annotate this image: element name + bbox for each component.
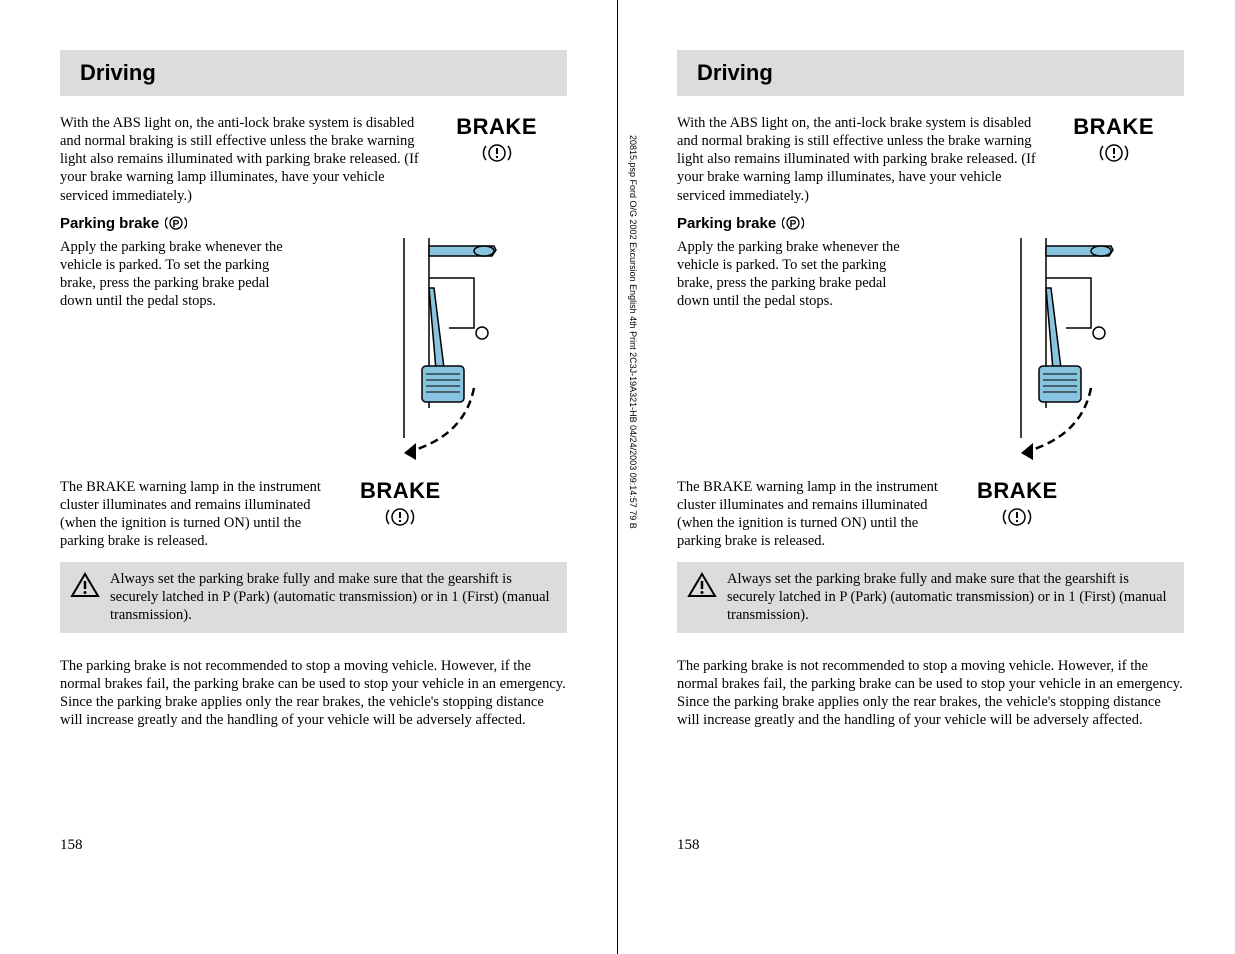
brake-lamp-row: The BRAKE warning lamp in the instrument… bbox=[60, 478, 567, 551]
page-number-r: 158 bbox=[677, 837, 700, 854]
abs-paragraph-row-r: With the ABS light on, the anti-lock bra… bbox=[677, 114, 1184, 205]
warning-triangle-icon-r bbox=[687, 572, 717, 598]
brake-word: BRAKE bbox=[456, 114, 537, 140]
brake-warning-icon-2: BRAKE bbox=[360, 478, 441, 528]
brake-icon-container-r2: BRAKE bbox=[977, 478, 1088, 528]
section-title-r: Driving bbox=[697, 60, 1164, 86]
section-header: Driving bbox=[60, 50, 567, 96]
abs-paragraph: With the ABS light on, the anti-lock bra… bbox=[60, 114, 436, 205]
warning-box: Always set the parking brake fully and m… bbox=[60, 562, 567, 632]
parking-brake-heading: Parking brake P bbox=[60, 215, 567, 232]
brake-warning-icon-r2: BRAKE bbox=[977, 478, 1058, 528]
brake-circle-icon bbox=[482, 142, 512, 164]
svg-text:P: P bbox=[790, 219, 797, 230]
warning-text: Always set the parking brake fully and m… bbox=[110, 570, 557, 624]
parking-brake-heading-text-r: Parking brake bbox=[677, 215, 776, 232]
warning-triangle-icon bbox=[70, 572, 100, 598]
section-header-r: Driving bbox=[677, 50, 1184, 96]
brake-circle-icon-2 bbox=[385, 506, 415, 528]
pedal-row: Apply the parking brake whenever the veh… bbox=[60, 238, 567, 468]
pedal-diagram-container bbox=[320, 238, 567, 468]
warning-text-r: Always set the parking brake fully and m… bbox=[727, 570, 1174, 624]
brake-lamp-paragraph: The BRAKE warning lamp in the instrument… bbox=[60, 478, 340, 551]
brake-icon-container: BRAKE bbox=[456, 114, 567, 164]
brake-word-r2: BRAKE bbox=[977, 478, 1058, 504]
brake-word-r: BRAKE bbox=[1073, 114, 1154, 140]
p-icon: P bbox=[165, 215, 187, 231]
pedal-diagram bbox=[334, 238, 554, 468]
brake-lamp-row-r: The BRAKE warning lamp in the instrument… bbox=[677, 478, 1184, 551]
page-right: Driving With the ABS light on, the anti-… bbox=[617, 0, 1234, 954]
brake-lamp-paragraph-r: The BRAKE warning lamp in the instrument… bbox=[677, 478, 957, 551]
parking-brake-paragraph: Apply the parking brake whenever the veh… bbox=[60, 238, 300, 311]
emergency-paragraph: The parking brake is not recommended to … bbox=[60, 657, 567, 730]
brake-warning-icon: BRAKE bbox=[456, 114, 537, 164]
abs-paragraph-row: With the ABS light on, the anti-lock bra… bbox=[60, 114, 567, 205]
brake-circle-icon-r2 bbox=[1002, 506, 1032, 528]
parking-brake-heading-r: Parking brake P bbox=[677, 215, 1184, 232]
brake-word-2: BRAKE bbox=[360, 478, 441, 504]
page-number: 158 bbox=[60, 837, 83, 854]
brake-icon-container-r: BRAKE bbox=[1073, 114, 1184, 164]
abs-paragraph-r: With the ABS light on, the anti-lock bra… bbox=[677, 114, 1053, 205]
parking-brake-heading-text: Parking brake bbox=[60, 215, 159, 232]
brake-icon-container-2: BRAKE bbox=[360, 478, 471, 528]
p-icon-r: P bbox=[782, 215, 804, 231]
parking-brake-paragraph-r: Apply the parking brake whenever the veh… bbox=[677, 238, 917, 311]
page-left: Driving With the ABS light on, the anti-… bbox=[0, 0, 617, 954]
pedal-diagram-r bbox=[951, 238, 1171, 468]
svg-text:P: P bbox=[173, 219, 180, 230]
brake-warning-icon-r: BRAKE bbox=[1073, 114, 1154, 164]
pedal-row-r: Apply the parking brake whenever the veh… bbox=[677, 238, 1184, 468]
brake-circle-icon-r bbox=[1099, 142, 1129, 164]
emergency-paragraph-r: The parking brake is not recommended to … bbox=[677, 657, 1184, 730]
section-title: Driving bbox=[80, 60, 547, 86]
warning-box-r: Always set the parking brake fully and m… bbox=[677, 562, 1184, 632]
pedal-diagram-container-r bbox=[937, 238, 1184, 468]
